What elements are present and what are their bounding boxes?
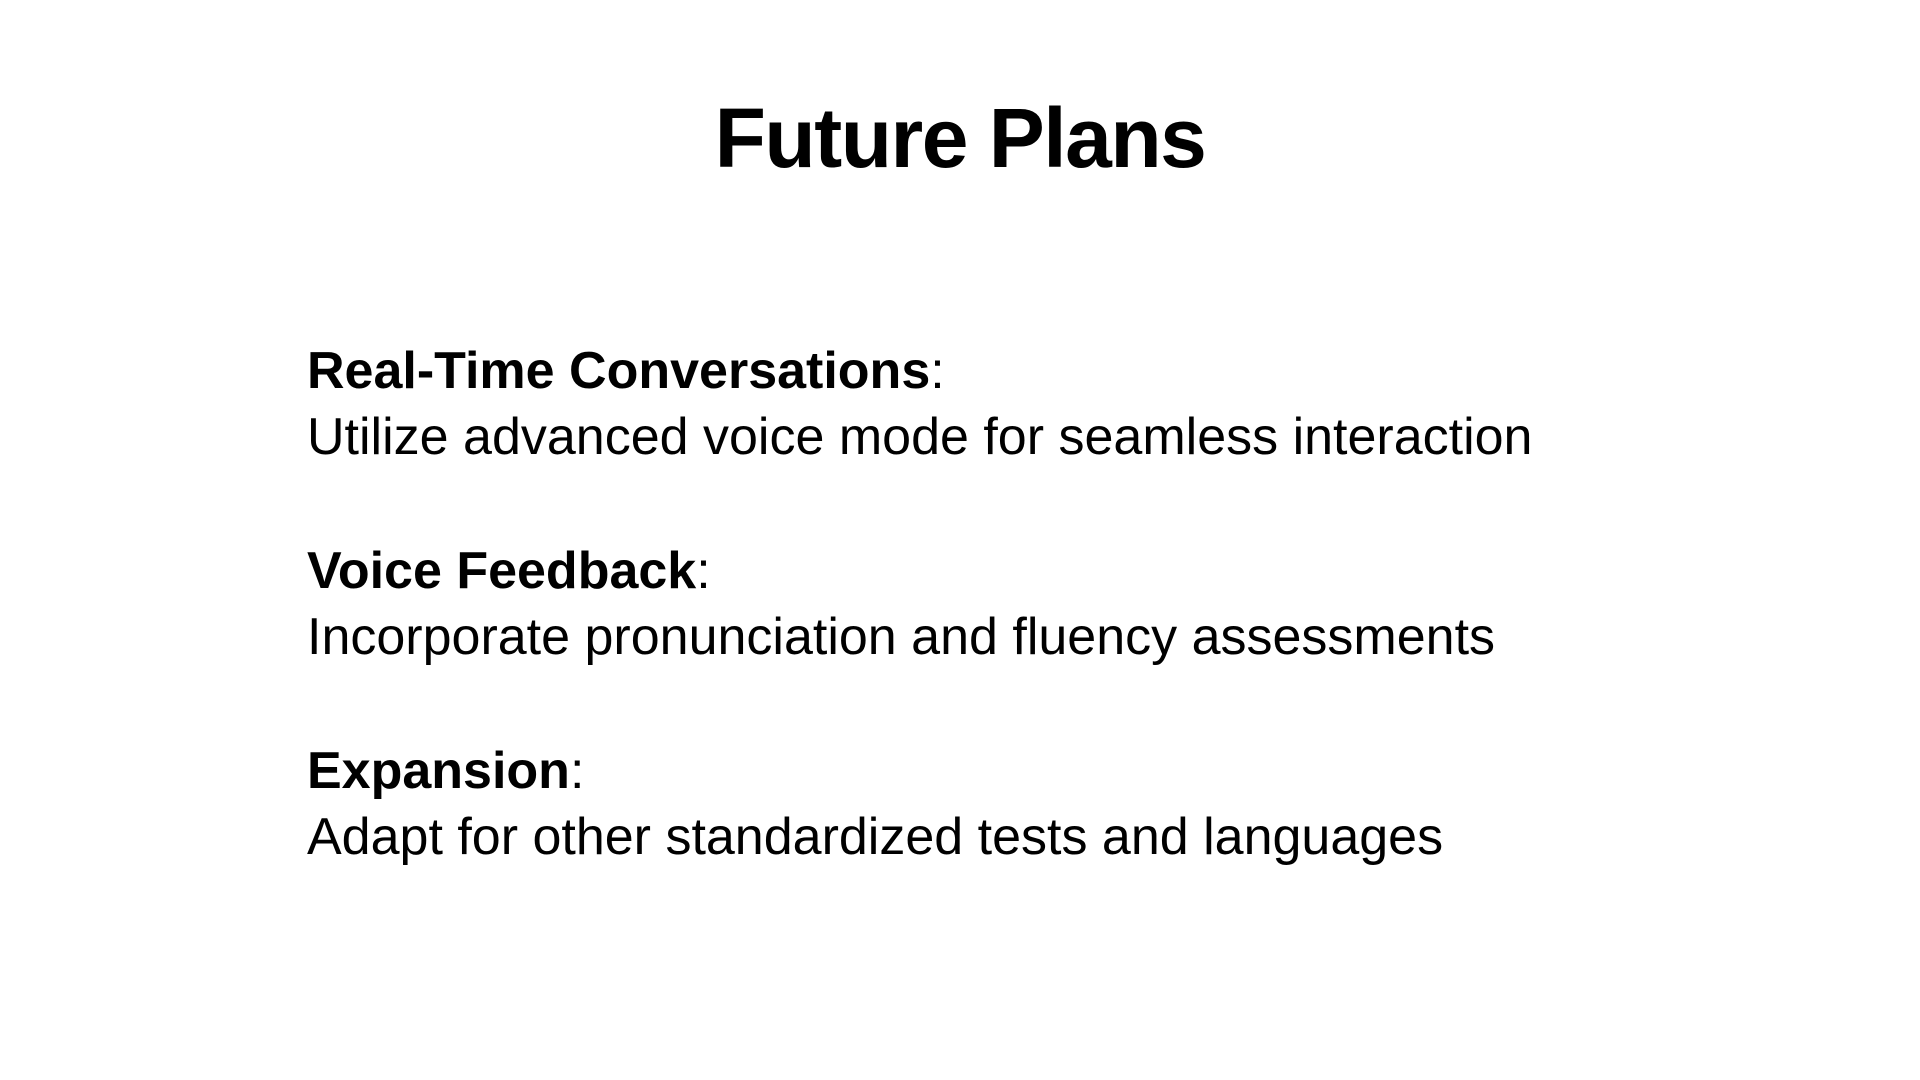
- plan-heading-colon: :: [696, 542, 711, 600]
- plan-heading: Real-Time Conversations:: [307, 338, 1807, 404]
- plan-description: Utilize advanced voice mode for seamless…: [307, 408, 1533, 466]
- plan-heading: Voice Feedback:: [307, 538, 1807, 604]
- plan-item-voice-feedback: Voice Feedback: Incorporate pronunciatio…: [307, 538, 1807, 670]
- plan-heading-label: Voice Feedback: [307, 542, 697, 600]
- plan-description: Adapt for other standardized tests and l…: [307, 808, 1444, 866]
- plan-heading-colon: :: [569, 742, 585, 800]
- plan-item-expansion: Expansion: Adapt for other standardized …: [307, 738, 1807, 870]
- plan-item-real-time-conversations: Real-Time Conversations: Utilize advance…: [307, 338, 1807, 470]
- plan-heading: Expansion:: [307, 738, 1807, 804]
- plan-heading-label: Expansion: [307, 742, 570, 800]
- plan-heading-label: Real-Time Conversations: [307, 342, 931, 400]
- plan-description: Incorporate pronunciation and fluency as…: [307, 608, 1496, 666]
- plan-heading-colon: :: [930, 342, 945, 400]
- plan-list: Real-Time Conversations: Utilize advance…: [307, 338, 1807, 938]
- slide-title: Future Plans: [714, 91, 1207, 185]
